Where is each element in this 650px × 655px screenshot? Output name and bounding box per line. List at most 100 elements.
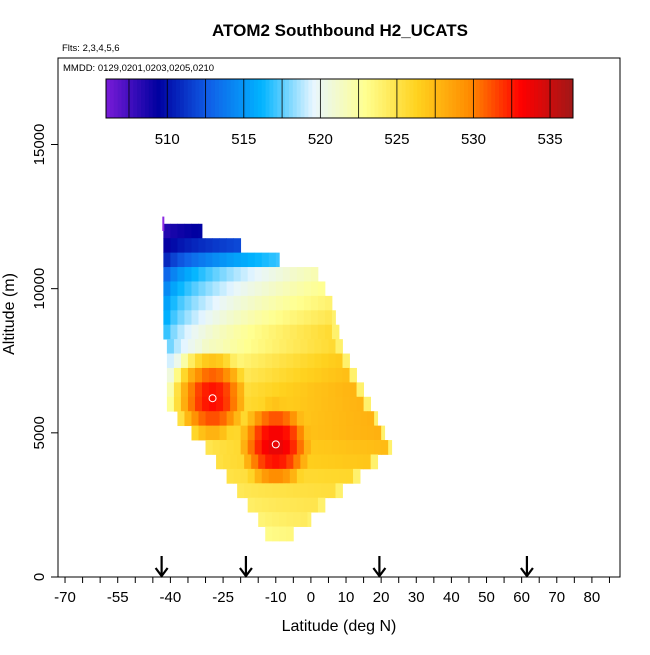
heatmap-cell	[286, 526, 294, 542]
heatmap-cell	[282, 440, 291, 455]
colorbar-segment	[390, 79, 395, 118]
heatmap-cell	[237, 483, 245, 499]
heatmap-cell	[360, 411, 368, 427]
heatmap-cell	[335, 483, 343, 499]
heatmap-cell	[184, 267, 192, 282]
colorbar-tick-label: 520	[308, 131, 333, 148]
colorbar-segment	[257, 79, 263, 118]
heatmap-cell	[314, 382, 322, 398]
heatmap-cell	[223, 353, 231, 369]
heatmap-cell	[244, 483, 252, 499]
heatmap-cell	[275, 252, 280, 268]
heatmap-cell	[226, 411, 235, 427]
heatmap-cell	[268, 497, 277, 513]
heatmap-cell	[198, 324, 206, 340]
heatmap-cell	[247, 440, 256, 455]
axes: -70 -55 -40 -25 -10 0 10 20 30 40 50 60 70 80 0 5000 100…	[31, 57, 621, 606]
heatmap-cell	[282, 497, 291, 513]
heatmap-cell	[289, 310, 298, 326]
heatmap-cell	[258, 353, 266, 369]
heatmap-cell	[163, 267, 171, 282]
heatmap-cell	[314, 353, 322, 369]
heatmap-cell	[296, 497, 305, 513]
heatmap-cell	[198, 425, 206, 441]
heatmap-cell	[268, 267, 277, 282]
heatmap-cell	[170, 295, 178, 311]
heatmap-cell	[209, 382, 217, 398]
heatmap-cell	[282, 425, 291, 441]
heatmap-cell	[293, 483, 301, 499]
heatmap-cell	[268, 252, 277, 268]
heatmap-cell	[279, 382, 287, 398]
heatmap-cell	[184, 411, 192, 427]
colorbar-segment	[327, 79, 333, 118]
heatmap-cell	[177, 411, 185, 427]
colorbar-segment	[355, 79, 360, 118]
heatmap-cell	[265, 512, 273, 527]
heatmap-cell	[244, 396, 252, 412]
heatmap-cell	[349, 454, 357, 470]
heatmap-cell	[219, 440, 227, 455]
colorbar-segment	[292, 79, 298, 118]
colorbar-segment	[269, 79, 274, 118]
colorbar-segment	[530, 79, 535, 118]
heatmap-cell	[265, 353, 273, 369]
heatmap-cell	[289, 497, 298, 513]
heatmap-cell	[331, 425, 340, 441]
colorbar: 510 515 520 525 530 535	[105, 78, 574, 148]
heatmap-cell	[282, 281, 291, 297]
colorbar-segment	[491, 79, 496, 118]
heatmap-cell	[261, 310, 270, 326]
colorbar-segment	[191, 79, 197, 118]
heatmap-cell	[321, 353, 329, 369]
colorbar-segment	[137, 79, 142, 118]
heatmap-cell	[328, 367, 336, 383]
heatmap-cell	[317, 281, 326, 297]
heatmap-cell	[180, 367, 189, 383]
heatmap-cell	[353, 425, 361, 441]
heatmap-cell	[339, 411, 347, 427]
heatmap-cell	[212, 440, 220, 455]
heatmap-cell	[240, 252, 249, 268]
colorbar-segment	[144, 79, 150, 118]
heatmap-cell	[307, 339, 315, 354]
heatmap-cell	[317, 324, 326, 340]
colorbar-segment	[522, 79, 527, 118]
colorbar-segment	[121, 79, 126, 118]
heatmap-cell	[223, 454, 231, 470]
heatmap-cell	[212, 267, 220, 282]
heatmap-cell	[258, 367, 266, 383]
heatmap-cell	[275, 440, 284, 455]
heatmap-cell	[300, 382, 308, 398]
heatmap-cell	[300, 454, 308, 470]
heatmap-cell	[346, 440, 354, 455]
heatmap-cell	[381, 425, 386, 441]
heatmap-cell	[166, 367, 175, 383]
heatmap-cell	[272, 367, 280, 383]
heatmap-cell	[170, 281, 178, 297]
colorbar-segment	[393, 79, 399, 118]
heatmap-cell	[184, 295, 192, 311]
colorbar-segment	[343, 79, 348, 118]
heatmap-cell	[205, 238, 213, 254]
heatmap-cell	[279, 454, 287, 470]
colorbar-segment	[429, 79, 434, 118]
colorbar-segment	[261, 79, 267, 118]
heatmap-cell	[177, 281, 185, 297]
heatmap-cell	[244, 353, 252, 369]
heatmap-cell	[307, 454, 315, 470]
colorbar-segment	[374, 79, 379, 118]
heatmap-cell	[240, 267, 249, 282]
heatmap-cell	[289, 440, 298, 455]
colorbar-segment	[452, 79, 457, 118]
colorbar-segment	[214, 79, 220, 118]
heatmap-cell	[177, 324, 185, 340]
heatmap-cell	[335, 396, 343, 412]
heatmap-cell	[180, 339, 189, 354]
heatmap-cell	[310, 267, 319, 282]
colorbar-segment	[141, 79, 146, 118]
heatmap-cell	[307, 483, 315, 499]
heatmap-cell	[205, 425, 213, 441]
colorbar-segment	[211, 79, 216, 118]
heatmap-cell	[265, 483, 273, 499]
